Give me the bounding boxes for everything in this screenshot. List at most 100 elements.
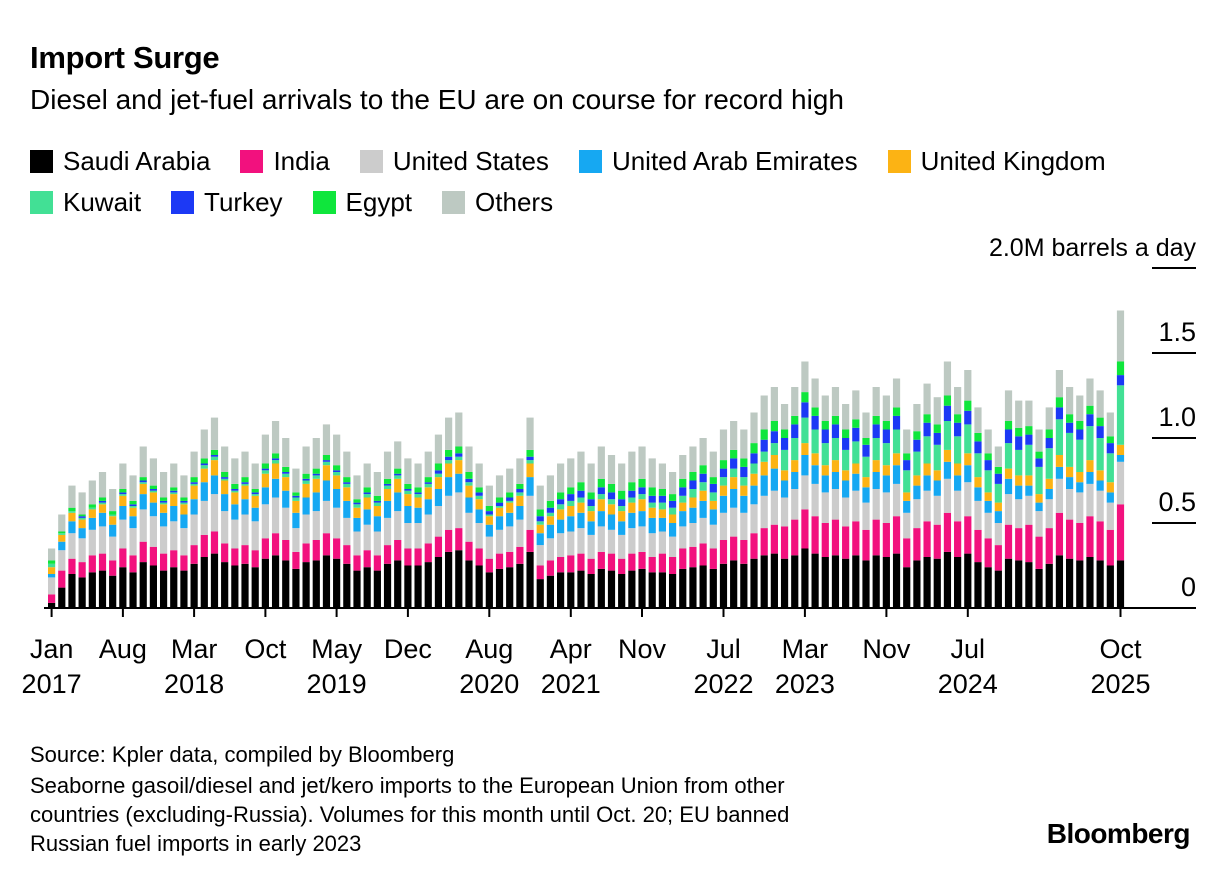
bar-segment: [292, 568, 300, 608]
bar-segment: [882, 475, 890, 493]
bar-segment: [455, 550, 463, 608]
bar-segment: [1066, 558, 1074, 608]
bar-segment: [1086, 460, 1094, 472]
bar-segment: [933, 432, 941, 445]
bar-segment: [383, 500, 392, 518]
bar-segment: [414, 548, 422, 566]
bar-segment: [404, 506, 412, 523]
bar-segment: [984, 453, 992, 461]
x-axis-year-label: 2017: [22, 669, 82, 699]
bar-segment: [546, 560, 555, 576]
bar-segment: [241, 563, 249, 608]
bar-segment: [658, 463, 666, 489]
bar-segment: [1106, 443, 1114, 454]
bar-segment: [577, 497, 585, 503]
bar-segment: [984, 567, 992, 608]
bar-segment: [770, 421, 778, 432]
bar-segment: [1066, 477, 1074, 489]
bar-segment: [159, 500, 168, 503]
bar-segment: [516, 519, 524, 547]
bar-segment: [68, 533, 76, 559]
bar-segment: [251, 489, 259, 493]
x-axis-year-label: 2023: [775, 669, 835, 699]
bar-segment: [892, 415, 901, 430]
x-axis-month-label: Oct: [1099, 634, 1142, 664]
bar-segment: [455, 456, 463, 461]
bar-segment: [557, 504, 565, 510]
bar-segment: [119, 494, 127, 496]
bar-segment: [302, 483, 310, 498]
bar-segment: [180, 570, 188, 608]
bar-segment: [1086, 483, 1094, 517]
bar-segment: [780, 404, 789, 430]
bar-segment: [679, 487, 687, 496]
bar-segment: [892, 407, 901, 416]
bar-segment: [495, 475, 504, 498]
bar-segment: [780, 449, 789, 471]
bar-segment: [455, 492, 463, 529]
bar-segment: [1045, 429, 1053, 438]
bar-segment: [679, 478, 687, 488]
bar-segment: [831, 489, 840, 520]
x-axis-year-label: 2024: [938, 669, 998, 699]
bar-segment: [607, 499, 616, 505]
bar-segment: [699, 482, 707, 491]
bar-segment: [1015, 485, 1023, 500]
bar-segment: [964, 453, 972, 466]
bar-segment: [679, 511, 687, 527]
bar-segment: [862, 438, 870, 445]
bar-segment: [343, 482, 351, 484]
bar-segment: [109, 514, 117, 517]
legend-item-united-arab-emirates: United Arab Emirates: [578, 146, 858, 177]
bar-segment: [1096, 426, 1104, 438]
bar-segment: [251, 521, 259, 551]
bar-segment: [730, 489, 738, 508]
bar-segment: [343, 545, 351, 564]
bar-segment: [923, 475, 931, 491]
bar-segment: [170, 506, 178, 522]
bar-segment: [882, 523, 890, 557]
bar-segment: [516, 492, 524, 496]
bar-segment: [485, 558, 493, 573]
bar-segment: [383, 478, 392, 484]
bar-segment: [129, 500, 137, 505]
bar-segment: [292, 512, 300, 529]
bar-segment: [1004, 524, 1013, 559]
legend-label: United Arab Emirates: [611, 146, 858, 176]
bar-segment: [465, 478, 473, 483]
bar-segment: [811, 483, 819, 517]
bar-segment: [383, 483, 392, 486]
bar-segment: [730, 449, 738, 459]
bar-segment: [852, 390, 860, 420]
bar-segment: [119, 567, 127, 608]
bar-segment: [628, 528, 636, 554]
bar-segment: [261, 434, 269, 464]
bar-segment: [872, 519, 880, 556]
bar-segment: [333, 538, 341, 559]
bar-segment: [994, 523, 1002, 546]
bar-segment: [109, 516, 117, 525]
bar-segment: [750, 473, 758, 486]
bar-segment: [282, 540, 290, 561]
bar-segment: [1055, 407, 1064, 420]
bar-segment: [954, 490, 962, 522]
bar-segment: [628, 512, 636, 529]
bar-segment: [373, 502, 381, 506]
source-line: Source: Kpler data, compiled by Bloomber…: [30, 742, 455, 767]
bar-segment: [251, 463, 259, 489]
bar-segment: [282, 438, 290, 467]
bar-segment: [119, 519, 127, 549]
bar-segment: [770, 524, 778, 554]
bar-segment: [1076, 560, 1084, 608]
legend: Saudi Arabia India United States United Ara…: [30, 146, 1202, 218]
bar-segment: [587, 499, 595, 506]
bar-segment: [475, 463, 483, 488]
bar-segment: [780, 497, 789, 527]
bar-segment: [200, 557, 208, 608]
bar-segment: [383, 545, 392, 564]
bar-segment: [557, 533, 565, 557]
bar-segment: [109, 575, 117, 608]
legend-label: Turkey: [204, 187, 283, 217]
bar-segment: [312, 540, 320, 561]
bar-segment: [882, 395, 890, 421]
